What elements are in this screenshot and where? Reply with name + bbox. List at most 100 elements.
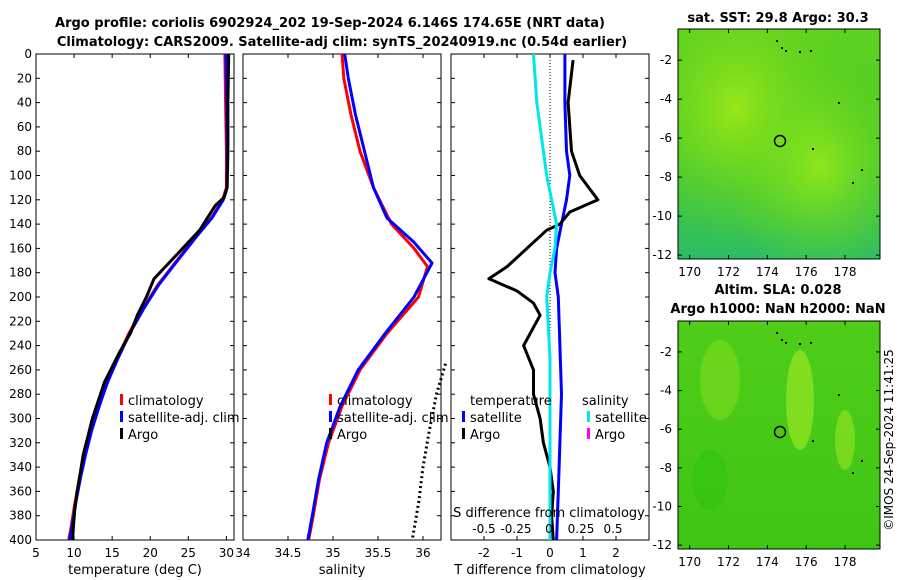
y-tick-label: -2 — [660, 53, 672, 67]
y-tick-label: 280 — [9, 387, 32, 401]
x2-tick-label: -0.25 — [500, 522, 531, 536]
map-frame — [677, 320, 881, 550]
x-tick-label: 15 — [105, 546, 120, 560]
y-tick-label: 140 — [9, 217, 32, 231]
sla-high-patch — [786, 350, 814, 450]
x-tick-label: 2 — [612, 546, 620, 560]
series-argo — [410, 363, 447, 541]
legend-swatch — [462, 411, 465, 422]
x-tick-label: 25 — [181, 546, 196, 560]
map-frame — [677, 28, 881, 260]
y-tick-label: 180 — [9, 266, 32, 280]
x-tick-label: 170 — [678, 265, 701, 279]
series-salinity-satellite — [532, 53, 559, 540]
y-tick-label: -8 — [660, 461, 672, 475]
y-tick-label: -10 — [652, 499, 672, 513]
plot-frame — [242, 53, 442, 541]
x-axis-label: T difference from climatology — [453, 563, 646, 578]
x-tick-label: 10 — [66, 546, 81, 560]
legend-swatch — [329, 394, 332, 405]
x-tick-label: 34 — [235, 546, 250, 560]
x-tick-label: 35.5 — [365, 546, 392, 560]
x-tick-label: 174 — [756, 555, 779, 569]
temperature-panel: 0 20 40 60 80 100 120 140 160 180 200 220 240 260 280 3… — [9, 47, 240, 578]
x-tick-label: -2 — [478, 546, 490, 560]
y-tick-label: 320 — [9, 436, 32, 450]
x-tick-label: 178 — [834, 555, 857, 569]
y-tick-label: 380 — [9, 509, 32, 523]
series-temperature-satellite — [553, 54, 572, 541]
y-tick-label: 80 — [17, 144, 32, 158]
y-tick-label: -2 — [660, 345, 672, 359]
y-tick-label: 220 — [9, 314, 32, 328]
sla-high-patch-2 — [835, 410, 855, 470]
plot-frame — [35, 53, 235, 541]
y-tick-label: 260 — [9, 363, 32, 377]
y-tick-label: 0 — [24, 47, 32, 61]
x-tick-label: 35 — [325, 546, 340, 560]
y-tick-label: 400 — [9, 533, 32, 547]
y-tick-label: -6 — [660, 131, 672, 145]
sla-map-axes: 170 172 174 176 178 -2 -4 -6 -8 -10 -12 — [652, 320, 881, 569]
legend-swatch — [329, 428, 332, 439]
legend-label: satellite — [595, 411, 647, 426]
legend-label: Argo — [337, 428, 367, 443]
sst-map-title: sat. SST: 29.8 Argo: 30.3 — [687, 11, 868, 26]
x-tick-label: 30 — [219, 546, 234, 560]
y-tick-label: 160 — [9, 241, 32, 255]
legend-swatch — [120, 394, 123, 405]
legend-swatch — [120, 428, 123, 439]
legend-title: temperature — [470, 394, 552, 409]
x-tick-label: 178 — [834, 265, 857, 279]
x-tick-label: 174 — [756, 265, 779, 279]
series-satellite-adj-clim — [306, 53, 434, 541]
x-tick-label: 36 — [415, 546, 430, 560]
sst-warm-patch-2 — [678, 29, 880, 259]
x-tick-label: -1 — [511, 546, 523, 560]
legend-label: Argo — [128, 428, 158, 443]
x-axis-label: temperature (deg C) — [68, 563, 202, 578]
argo-position-marker — [773, 134, 787, 148]
imos-watermark: ©IMOS 24-Sep-2024 11:41:25 — [882, 349, 896, 531]
y-tick-label: 40 — [17, 96, 32, 110]
y-tick-label: -6 — [660, 422, 672, 436]
x-tick-label: 34.5 — [275, 546, 302, 560]
x-tick-label: 0 — [546, 546, 554, 560]
x-axis-label: salinity — [319, 563, 366, 578]
legend-label: climatology — [337, 394, 413, 409]
y-tick-label: 60 — [17, 120, 32, 134]
argo-position-marker — [773, 425, 787, 439]
x-tick-label: 172 — [717, 265, 740, 279]
x2-tick-label: 0.25 — [568, 522, 595, 536]
series-argo — [71, 53, 231, 541]
y-tick-label: 300 — [9, 412, 32, 426]
y-tick-label: 240 — [9, 339, 32, 353]
salinity-panel: 34 34.5 35 35.5 36 salinity climatology satelli… — [235, 53, 449, 578]
y-tick-label: -10 — [652, 209, 672, 223]
sst-map-axes: 170 172 174 176 178 -2 -4 -6 -8 -10 -12 — [652, 28, 881, 279]
header-line-1: Argo profile: coriolis 6902924_202 19-Se… — [55, 16, 605, 31]
sst-map — [678, 29, 880, 259]
legend-swatch — [587, 411, 590, 422]
sla-map-title: Altim. SLA: 0.028 — [715, 283, 842, 298]
x-tick-label: 170 — [678, 555, 701, 569]
y-tick-label: 100 — [9, 169, 32, 183]
y-tick-label: -8 — [660, 170, 672, 184]
legend-label: Argo — [470, 428, 500, 443]
y-tick-label: 340 — [9, 460, 32, 474]
y-tick-label: -4 — [660, 384, 672, 398]
y-tick-label: -12 — [652, 538, 672, 552]
sla-map-subtitle: Argo h1000: NaN h2000: NaN — [670, 302, 885, 317]
legend-swatch — [329, 411, 332, 422]
y-tick-label: 200 — [9, 290, 32, 304]
y-tick-label: -4 — [660, 92, 672, 106]
x2-tick-label: 0.5 — [603, 522, 622, 536]
y-tick-label: -12 — [652, 248, 672, 262]
x2-tick-label: -0.5 — [472, 522, 495, 536]
x-tick-label: 5 — [32, 546, 40, 560]
x-tick-label: 20 — [143, 546, 158, 560]
sla-high-patch-3 — [700, 340, 740, 420]
x-tick-label: 176 — [795, 555, 818, 569]
legend-label: climatology — [128, 394, 204, 409]
